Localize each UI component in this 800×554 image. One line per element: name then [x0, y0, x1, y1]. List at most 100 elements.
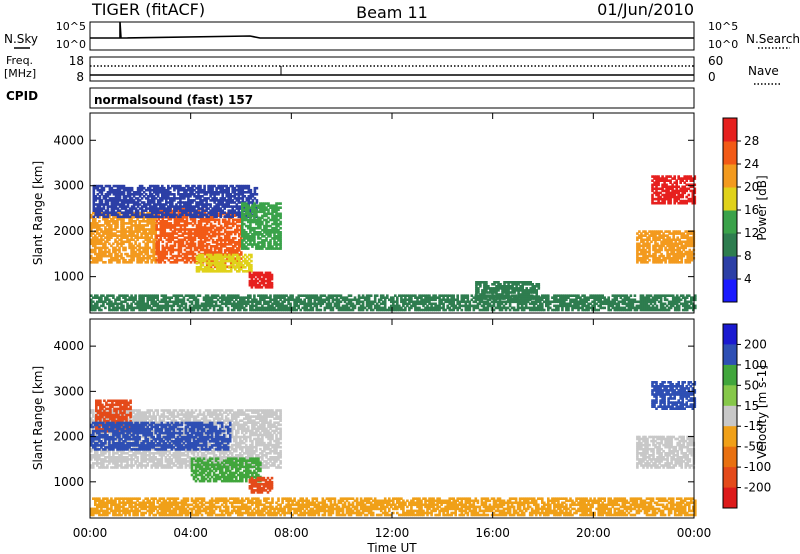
power-cell	[187, 201, 190, 204]
power-cell	[517, 289, 520, 292]
power-cell	[506, 306, 510, 310]
power-cell	[640, 258, 643, 262]
power-cell	[169, 213, 172, 217]
power-cell	[249, 201, 253, 204]
power-cell	[481, 293, 484, 296]
power-cell	[438, 306, 441, 310]
power-cell	[144, 224, 147, 227]
power-cell	[257, 300, 260, 304]
power-cell	[195, 209, 198, 212]
power-cell	[275, 247, 278, 250]
power-cell	[359, 300, 363, 304]
power-cell	[92, 218, 95, 221]
power-cell	[104, 199, 108, 202]
power-cell	[671, 294, 675, 297]
power-cell	[243, 245, 246, 248]
power-cell	[171, 201, 174, 204]
power-cell	[221, 195, 224, 198]
power-cell	[98, 308, 101, 312]
power-cell	[122, 197, 126, 200]
power-cell	[207, 261, 211, 265]
power-cell	[223, 234, 227, 238]
power-cell	[262, 279, 266, 283]
power-cell	[116, 234, 119, 237]
power-cell	[531, 295, 534, 298]
power-cell	[263, 202, 266, 205]
power-cell	[179, 215, 182, 219]
power-cell	[126, 304, 129, 308]
power-cell	[239, 215, 243, 219]
power-cell	[152, 224, 155, 227]
power-cell	[242, 263, 245, 267]
power-cell	[138, 220, 141, 223]
power-cell	[434, 302, 437, 306]
power-cell	[104, 240, 107, 244]
power-cell	[211, 199, 214, 202]
power-cell	[337, 302, 341, 306]
power-cell	[157, 228, 160, 231]
power-cell	[92, 191, 96, 194]
power-cell	[98, 248, 101, 252]
power-cell	[104, 226, 107, 229]
power-cell	[159, 188, 162, 192]
power-cell	[255, 208, 258, 212]
power-cell	[212, 308, 216, 312]
power-cell	[253, 204, 256, 207]
power-cell	[138, 193, 142, 196]
power-cell	[110, 258, 113, 262]
power-cell	[174, 294, 178, 297]
power-cell	[681, 302, 685, 306]
power-cell	[619, 296, 623, 299]
power-cell	[163, 195, 166, 198]
power-cell	[383, 300, 387, 304]
power-cell	[197, 222, 201, 225]
power-cell	[247, 296, 250, 299]
power-cell	[90, 226, 93, 229]
power-cell	[138, 244, 141, 248]
power-cell	[161, 252, 165, 256]
power-cell	[195, 205, 198, 208]
power-cell	[128, 199, 132, 202]
power-cell	[163, 246, 167, 250]
power-cell	[100, 228, 103, 231]
power-cell	[254, 277, 258, 281]
power-cell	[559, 298, 562, 302]
power-cell	[255, 306, 258, 310]
power-cell	[120, 300, 123, 304]
power-cell	[424, 294, 427, 297]
power-cell	[192, 298, 196, 302]
power-cell	[165, 193, 168, 196]
power-cell	[120, 203, 124, 206]
power-cell	[525, 281, 528, 284]
power-cell	[100, 240, 103, 244]
power-cell	[116, 220, 119, 223]
power-cell	[235, 296, 238, 299]
power-cell	[212, 294, 216, 297]
power-cell	[247, 226, 250, 230]
power-cell	[398, 304, 401, 308]
power-cell	[114, 252, 117, 256]
power-cell	[187, 242, 191, 246]
power-cell	[636, 250, 639, 254]
power-cell	[152, 199, 156, 202]
power-cell	[126, 238, 129, 242]
power-cell	[234, 249, 237, 252]
power-cell	[273, 300, 276, 304]
power-cell	[116, 296, 119, 299]
power-cell	[191, 218, 195, 221]
power-cell	[525, 293, 528, 296]
power-cell	[183, 195, 186, 198]
power-cell	[181, 205, 184, 208]
power-cell	[259, 245, 262, 248]
power-cell	[547, 300, 550, 304]
power-cell	[183, 191, 186, 194]
power-cell	[241, 306, 244, 310]
power-cell	[615, 306, 619, 310]
power-cell	[273, 214, 276, 218]
power-cell	[94, 258, 97, 262]
power-cell	[116, 308, 119, 312]
power-cell	[448, 302, 451, 306]
power-cell	[227, 213, 230, 217]
power-cell	[225, 215, 228, 219]
power-cell	[118, 294, 121, 297]
